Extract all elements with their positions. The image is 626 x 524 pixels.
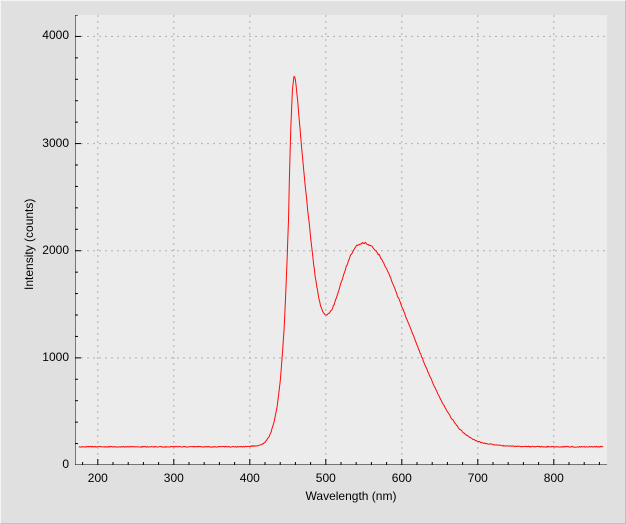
x-tick-label: 600 (390, 471, 414, 485)
y-tick-label: 4000 (42, 28, 69, 42)
y-tick-label: 2000 (42, 243, 69, 257)
y-axis-label: Intensity (counts) (22, 199, 36, 290)
x-axis-label: Wavelength (nm) (291, 489, 411, 503)
x-tick-label: 800 (542, 471, 566, 485)
x-tick-label: 500 (314, 471, 338, 485)
y-tick-label: 0 (62, 457, 69, 471)
y-tick-label: 1000 (42, 350, 69, 364)
chart-container: Intensity (counts) Wavelength (nm) 200 30… (0, 0, 626, 524)
x-tick-label: 300 (162, 471, 186, 485)
chart-svg (75, 15, 607, 465)
chart-plot-area (75, 15, 607, 465)
y-tick-label: 3000 (42, 136, 69, 150)
x-tick-label: 400 (238, 471, 262, 485)
x-tick-label: 200 (86, 471, 110, 485)
x-tick-label: 700 (466, 471, 490, 485)
